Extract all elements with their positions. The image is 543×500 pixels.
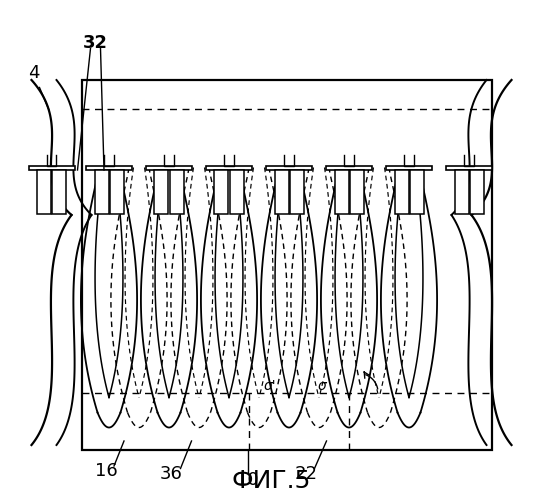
- Bar: [146, 166, 192, 170]
- Bar: [395, 170, 408, 214]
- Bar: [350, 170, 363, 214]
- Bar: [155, 170, 168, 214]
- Bar: [37, 170, 51, 214]
- Text: σ: σ: [317, 379, 326, 393]
- Bar: [454, 170, 469, 214]
- Bar: [334, 170, 349, 214]
- Text: 4: 4: [28, 64, 40, 82]
- Bar: [446, 166, 492, 170]
- Bar: [289, 170, 304, 214]
- Text: 16: 16: [95, 462, 118, 480]
- Bar: [470, 170, 483, 214]
- Text: 32: 32: [83, 34, 108, 52]
- Text: σ': σ': [264, 379, 276, 393]
- Bar: [52, 170, 66, 214]
- Bar: [110, 170, 123, 214]
- Bar: [214, 170, 229, 214]
- Text: 22: 22: [295, 465, 318, 483]
- Bar: [409, 170, 424, 214]
- Bar: [206, 166, 252, 170]
- Bar: [81, 80, 491, 450]
- Bar: [326, 166, 372, 170]
- Bar: [94, 170, 109, 214]
- Bar: [230, 170, 243, 214]
- Bar: [386, 166, 432, 170]
- Bar: [266, 166, 312, 170]
- Text: 10: 10: [236, 471, 259, 489]
- Text: ФИГ.5: ФИГ.5: [232, 468, 311, 492]
- Text: 36: 36: [160, 465, 183, 483]
- Bar: [169, 170, 184, 214]
- Bar: [86, 166, 132, 170]
- Bar: [28, 166, 74, 170]
- Bar: [275, 170, 288, 214]
